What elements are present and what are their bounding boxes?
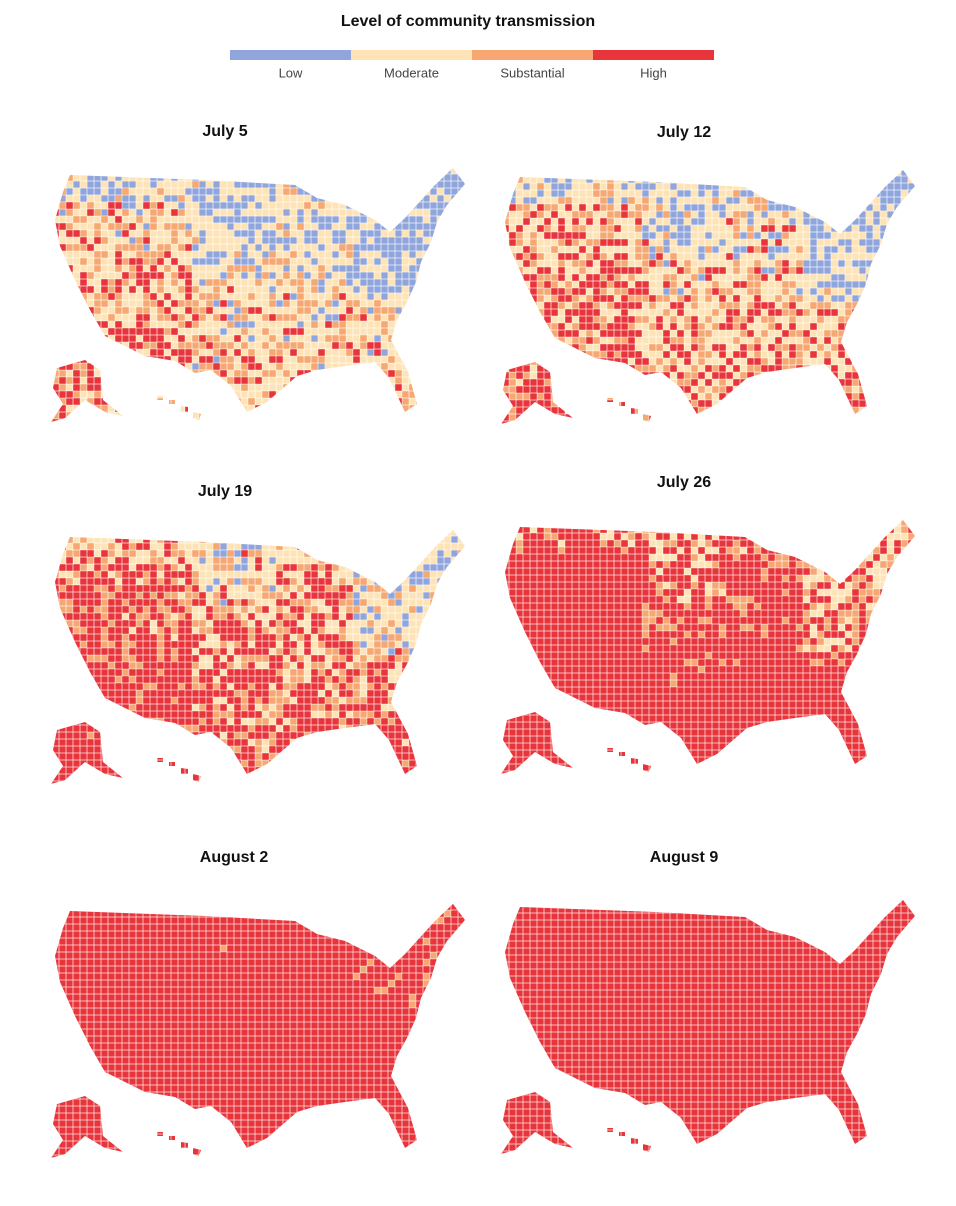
map bbox=[51, 168, 465, 422]
map-title: August 2 bbox=[200, 849, 269, 866]
county-cells bbox=[51, 530, 465, 784]
maps: July 5 July 12 July 19 July 26 August 2 Augus… bbox=[51, 123, 915, 1158]
map bbox=[51, 530, 465, 784]
map-title: August 9 bbox=[650, 849, 719, 866]
map bbox=[501, 512, 915, 774]
legend-label: High bbox=[640, 65, 667, 80]
legend-swatch bbox=[230, 50, 351, 60]
map-title: July 26 bbox=[657, 474, 711, 491]
legend-swatch bbox=[472, 50, 593, 60]
county-cells bbox=[51, 904, 465, 1158]
legend-label: Moderate bbox=[384, 65, 439, 80]
legend-swatch bbox=[351, 50, 472, 60]
county-cells bbox=[501, 512, 915, 774]
map-title: July 12 bbox=[657, 124, 711, 141]
legend-swatch bbox=[593, 50, 714, 60]
legend: Low Moderate Substantial High bbox=[230, 50, 714, 80]
transmission-area bbox=[380, 904, 438, 911]
county-cells bbox=[501, 170, 915, 424]
map bbox=[51, 904, 465, 1158]
legend-label: Substantial bbox=[500, 65, 564, 80]
legend-label: Low bbox=[279, 65, 303, 80]
county-cells bbox=[51, 168, 465, 422]
map bbox=[501, 900, 915, 1154]
transmission-area bbox=[803, 512, 866, 519]
county-cells bbox=[501, 900, 915, 1154]
transmission-area bbox=[501, 900, 915, 1154]
map-title: July 19 bbox=[198, 483, 252, 500]
map bbox=[501, 170, 915, 424]
transmission-area bbox=[51, 904, 465, 1158]
legend-title: Level of community transmission bbox=[341, 13, 595, 30]
map-title: July 5 bbox=[202, 123, 247, 140]
